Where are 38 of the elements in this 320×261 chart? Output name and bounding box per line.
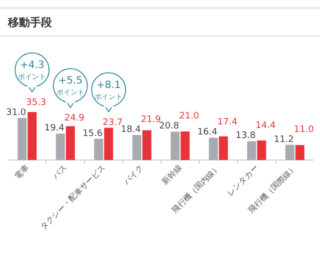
data-label: 19.4 [44, 124, 65, 134]
data-label: 15.6 [82, 128, 103, 139]
bar [285, 144, 294, 160]
bar [66, 126, 75, 160]
data-label: 23.7 [102, 118, 123, 128]
data-label: 18.4 [120, 124, 142, 135]
bar [28, 112, 37, 160]
data-label: 11.0 [294, 124, 314, 135]
bar [247, 141, 256, 160]
x-tick-label: バイク [121, 163, 146, 188]
bar [295, 145, 304, 160]
bar [257, 140, 266, 160]
data-label: 17.4 [217, 118, 238, 128]
data-label: 21.9 [140, 114, 162, 125]
data-label: 31.0 [6, 108, 26, 118]
data-label: 14.4 [256, 121, 276, 132]
bar [170, 132, 180, 160]
x-tick-label: 電車 [12, 163, 31, 181]
x-tick-label: 新幹線 [160, 163, 184, 186]
bar [56, 134, 65, 160]
data-label: 13.8 [236, 131, 256, 142]
bar [142, 130, 152, 160]
data-label: 24.9 [64, 114, 85, 124]
chart-title: 移動手段 [7, 16, 53, 29]
bar [218, 136, 228, 160]
bar [208, 138, 218, 160]
bar [180, 131, 190, 160]
bar [132, 134, 142, 160]
bar [94, 138, 104, 160]
x-tick-label: バス [50, 163, 69, 182]
data-label: 11.2 [274, 134, 294, 145]
data-label: 16.4 [197, 128, 218, 138]
data-label: 21.0 [179, 112, 200, 122]
bar [18, 118, 27, 160]
x-tick-label: レンタカー [225, 163, 260, 198]
data-label: 35.3 [26, 98, 46, 108]
data-label: 20.8 [159, 122, 180, 132]
bar [104, 128, 114, 160]
